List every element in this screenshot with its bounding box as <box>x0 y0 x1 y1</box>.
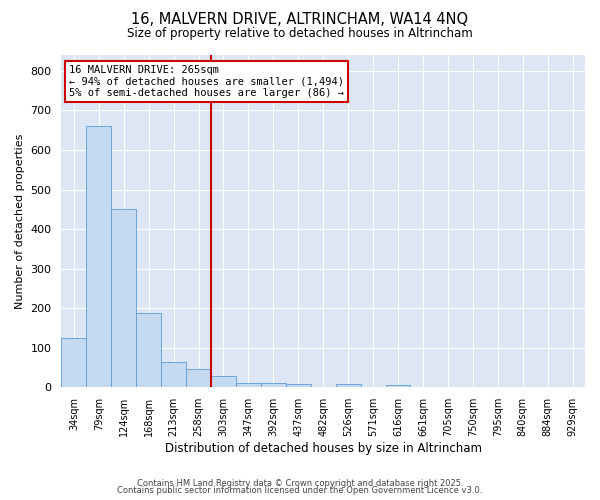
X-axis label: Distribution of detached houses by size in Altrincham: Distribution of detached houses by size … <box>165 442 482 455</box>
Bar <box>186 369 211 388</box>
Bar <box>111 210 136 388</box>
Bar <box>261 382 286 388</box>
Bar <box>211 376 236 388</box>
Text: 16 MALVERN DRIVE: 265sqm
← 94% of detached houses are smaller (1,494)
5% of semi: 16 MALVERN DRIVE: 265sqm ← 94% of detach… <box>69 65 344 98</box>
Bar <box>86 126 111 388</box>
Bar <box>236 382 261 388</box>
Y-axis label: Number of detached properties: Number of detached properties <box>15 134 25 309</box>
Text: Size of property relative to detached houses in Altrincham: Size of property relative to detached ho… <box>127 28 473 40</box>
Bar <box>386 384 410 388</box>
Bar <box>286 384 311 388</box>
Text: 16, MALVERN DRIVE, ALTRINCHAM, WA14 4NQ: 16, MALVERN DRIVE, ALTRINCHAM, WA14 4NQ <box>131 12 469 28</box>
Bar <box>335 384 361 388</box>
Bar <box>161 362 186 388</box>
Text: Contains public sector information licensed under the Open Government Licence v3: Contains public sector information licen… <box>118 486 482 495</box>
Bar <box>61 338 86 388</box>
Text: Contains HM Land Registry data © Crown copyright and database right 2025.: Contains HM Land Registry data © Crown c… <box>137 478 463 488</box>
Bar <box>136 313 161 388</box>
